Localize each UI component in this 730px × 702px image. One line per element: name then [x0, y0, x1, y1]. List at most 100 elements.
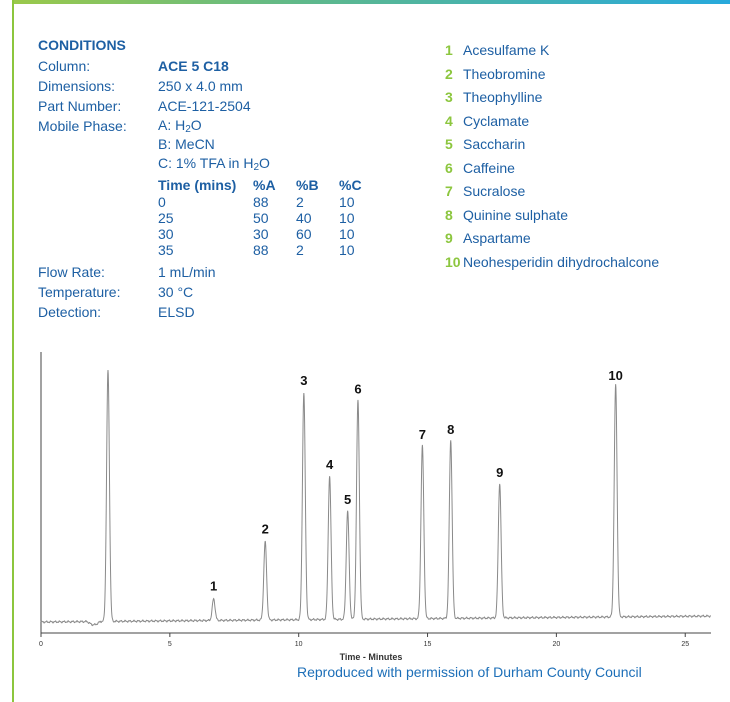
- dimensions-value: 250 x 4.0 mm: [158, 78, 243, 94]
- detection-row: Detection: ELSD: [38, 302, 379, 322]
- mobile-phase-a: A: H2O: [158, 116, 270, 135]
- gradient-cell: 2: [296, 194, 304, 210]
- peak-label: 9: [496, 465, 503, 480]
- conditions-panel: CONDITIONS Column: ACE 5 C18 Dimensions:…: [38, 37, 379, 322]
- gradient-cell: 30: [253, 226, 269, 242]
- legend-number: 1: [445, 42, 453, 58]
- peak-label: 7: [419, 427, 426, 442]
- conditions-footer: Flow Rate: 1 mL/min Temperature: 30 °C D…: [38, 262, 379, 322]
- legend-item: 2 Theobromine: [445, 64, 659, 88]
- legend-item: 8 Quinine sulphate: [445, 205, 659, 229]
- legend-name: Quinine sulphate: [463, 206, 569, 223]
- mobile-c-suffix: O: [259, 155, 270, 171]
- gradient-cell: 40: [296, 210, 312, 226]
- legend-item: 7 Sucralose: [445, 181, 659, 205]
- left-accent-bar: [12, 0, 14, 702]
- part-number-row: Part Number: ACE-121-2504: [38, 96, 379, 116]
- flow-rate-row: Flow Rate: 1 mL/min: [38, 262, 379, 282]
- column-label: Column:: [38, 58, 91, 74]
- legend-number: 7: [445, 183, 453, 199]
- gradient-row: 0 88 2 10: [158, 194, 379, 210]
- legend-item: 3 Theophylline: [445, 87, 659, 111]
- peak-label: 1: [210, 578, 217, 593]
- gradient-cell: 2: [296, 242, 304, 258]
- detection-label: Detection:: [38, 304, 102, 320]
- mobile-a-prefix: A: H: [158, 117, 186, 133]
- gradient-cell: 88: [253, 242, 269, 258]
- legend-name: Theophylline: [463, 89, 543, 105]
- gradient-cell: 10: [339, 242, 355, 258]
- legend-name: Aspartame: [463, 230, 531, 246]
- mobile-phase-b: B: MeCN: [158, 136, 215, 152]
- legend-name: Caffeine: [463, 159, 515, 176]
- peak-label: 3: [300, 373, 307, 388]
- gradient-row: 30 30 60 10: [158, 226, 379, 242]
- conditions-heading: CONDITIONS: [38, 37, 126, 53]
- legend-number: 3: [445, 89, 453, 105]
- temperature-row: Temperature: 30 °C: [38, 282, 379, 302]
- peak-label: 8: [447, 422, 454, 437]
- flow-rate-label: Flow Rate:: [38, 264, 105, 280]
- flow-rate-value: 1 mL/min: [158, 264, 216, 280]
- legend-number: 6: [445, 159, 453, 176]
- x-tick-label: 0: [39, 641, 43, 648]
- gradient-cell: 60: [296, 226, 312, 242]
- gradient-row: 35 88 2 10: [158, 242, 379, 258]
- part-number-label: Part Number:: [38, 98, 122, 114]
- legend-name: Sucralose: [463, 183, 526, 199]
- x-tick-label: 10: [295, 641, 303, 648]
- legend-number: 2: [445, 65, 453, 82]
- part-number-value: ACE-121-2504: [158, 98, 251, 114]
- gradient-cell: 25: [158, 210, 174, 226]
- legend-number: 8: [445, 206, 453, 223]
- legend-item: 6 Caffeine: [445, 158, 659, 182]
- x-tick-label: 25: [681, 641, 689, 648]
- legend-name: Acesulfame K: [463, 42, 550, 58]
- gradient-header-row: Time (mins) %A %B %C: [158, 176, 379, 194]
- gradient-cell: 30: [158, 226, 174, 242]
- compound-legend: 1 Acesulfame K 2 Theobromine 3 Theophylline…: [445, 40, 659, 275]
- gradient-cell: 0: [158, 194, 166, 210]
- legend-item: 9 Aspartame: [445, 228, 659, 252]
- column-row: Column: ACE 5 C18: [38, 56, 379, 76]
- column-value: ACE 5 C18: [158, 58, 229, 74]
- x-tick-label: 15: [424, 641, 432, 648]
- gradient-row: 25 50 40 10: [158, 210, 379, 226]
- temperature-label: Temperature:: [38, 284, 121, 300]
- gradient-header-time: Time (mins): [158, 177, 237, 193]
- gradient-cell: 50: [253, 210, 269, 226]
- peak-label: 4: [326, 457, 334, 472]
- mobile-phase-row: Mobile Phase: A: H2O B: MeCN C: 1% TFA i…: [38, 116, 379, 173]
- detection-value: ELSD: [158, 304, 195, 320]
- gradient-header-c: %C: [339, 177, 362, 193]
- top-accent-bar: [12, 0, 730, 4]
- mobile-c-sub: 2: [253, 162, 260, 173]
- gradient-cell: 10: [339, 194, 355, 210]
- gradient-table: Time (mins) %A %B %C 0 88 2 10 25 50 40 …: [158, 176, 379, 258]
- peak-label: 2: [262, 522, 269, 537]
- mobile-a-sub: 2: [185, 124, 191, 135]
- gradient-header-b: %B: [296, 177, 319, 193]
- x-axis-title: Time - Minutes: [340, 652, 403, 662]
- legend-item: 1 Acesulfame K: [445, 40, 659, 64]
- legend-name: Neohesperidin dihydrochalcone: [463, 253, 660, 270]
- mobile-c-prefix: C: 1% TFA in H: [158, 155, 254, 171]
- legend-number: 5: [445, 136, 453, 152]
- legend-item: 4 Cyclamate: [445, 111, 659, 135]
- mobile-phase-c: C: 1% TFA in H2O: [158, 154, 270, 173]
- credit-text: Reproduced with permission of Durham Cou…: [297, 664, 642, 680]
- legend-number: 4: [445, 112, 453, 129]
- gradient-cell: 10: [339, 210, 355, 226]
- legend-number: 9: [445, 230, 453, 246]
- legend-item: 5 Saccharin: [445, 134, 659, 158]
- x-tick-label: 5: [168, 641, 172, 648]
- x-tick-label: 20: [552, 641, 560, 648]
- gradient-cell: 35: [158, 242, 174, 258]
- peak-label: 10: [608, 368, 622, 383]
- peak-label: 5: [344, 492, 351, 507]
- legend-name: Cyclamate: [463, 112, 530, 129]
- gradient-cell: 88: [253, 194, 269, 210]
- dimensions-label: Dimensions:: [38, 78, 116, 94]
- peak-label: 6: [354, 381, 361, 396]
